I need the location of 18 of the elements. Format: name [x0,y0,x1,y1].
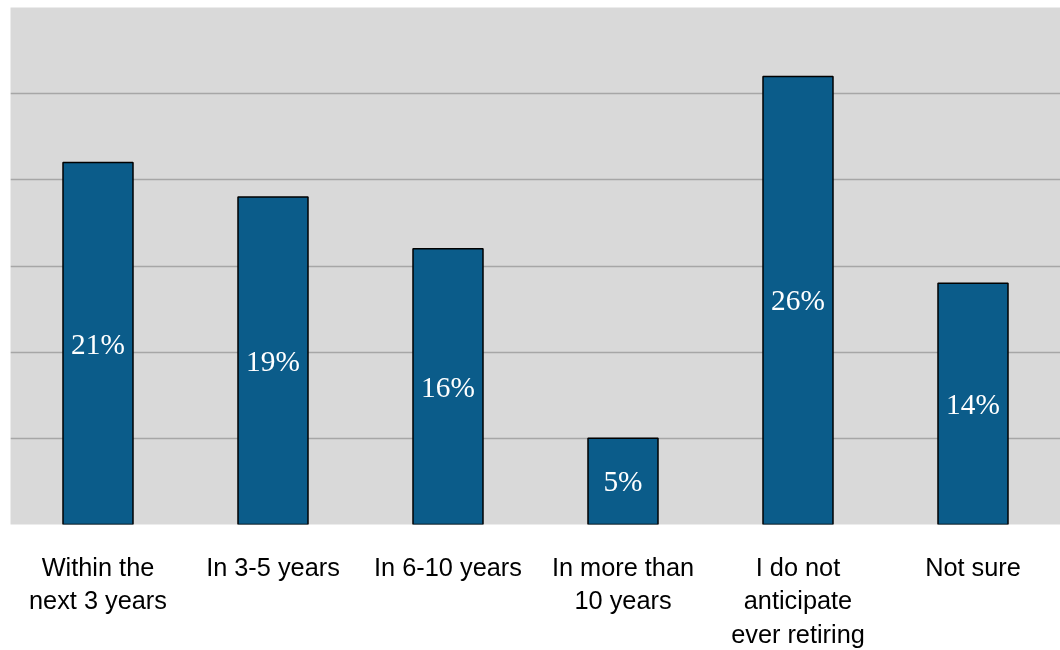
bar [937,282,1009,525]
x-tick-label: In 3-5 years [206,552,340,581]
x-tick-label: Not sure [925,552,1021,581]
data-label: 16% [421,370,475,403]
data-label: 21% [71,327,125,360]
data-label: 14% [946,387,1000,420]
x-tick-label: I do not anticipate ever retiring [731,552,865,648]
x-tick-label: In more than 10 years [551,552,695,615]
bar [62,161,134,525]
data-label: 5% [603,465,643,498]
data-label: 26% [771,284,825,317]
data-label: 19% [246,344,300,377]
bar [762,75,834,525]
bar [587,437,659,525]
x-tick-label: Within the next 3 years [29,552,167,615]
bar [412,248,484,525]
bar [237,196,309,525]
x-tick-label: In 6-10 years [374,552,522,581]
